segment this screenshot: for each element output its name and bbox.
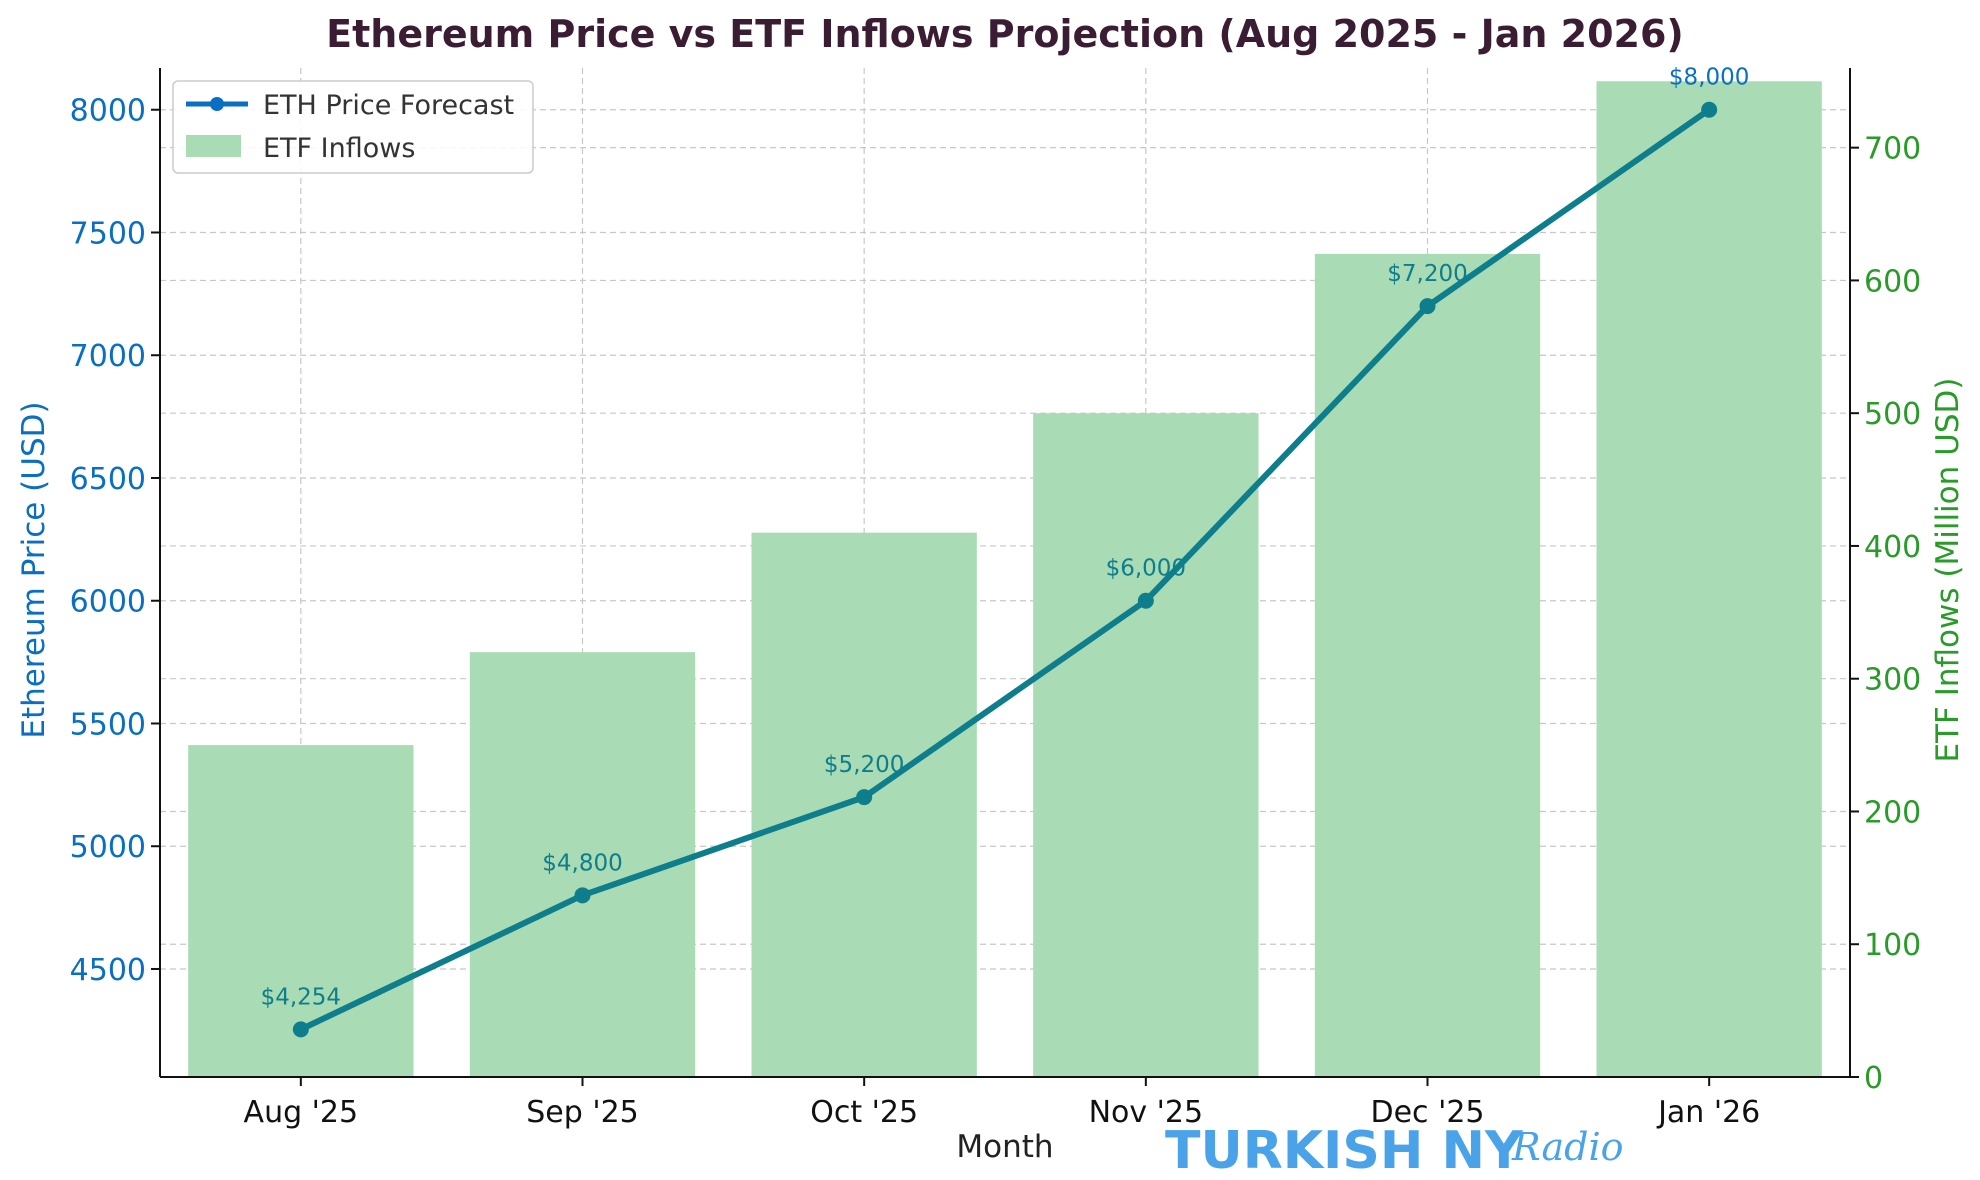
- eth-price-line-segment: [1142, 303, 1431, 604]
- y-axis-label-right: ETF Inflows (Million USD): [1930, 378, 1966, 763]
- y-tick-label-left: 6000: [70, 585, 146, 620]
- x-tick-label: Dec '25: [1370, 1095, 1484, 1130]
- y-tick-label-right: 700: [1864, 132, 1921, 167]
- etf-inflow-bar: [1596, 81, 1822, 1078]
- legend-entry-etf-inflows: ETF Inflows: [263, 133, 415, 164]
- etf-inflow-bar: [1314, 253, 1541, 1078]
- watermark-main-text: TURKISH NY: [1165, 1121, 1524, 1180]
- x-tick-label: Oct '25: [810, 1095, 918, 1130]
- y-tick-label-right: 400: [1864, 530, 1921, 565]
- bars-layer: [188, 81, 1822, 1078]
- line-layer: [292, 101, 1718, 1038]
- eth-price-line-segment: [579, 794, 868, 899]
- x-axis-label: Month: [956, 1129, 1053, 1165]
- eth-price-point: [574, 887, 591, 904]
- eth-price-data-label: $5,200: [824, 752, 904, 778]
- y-tick-label-right: 500: [1864, 397, 1921, 432]
- y-tick-label-right: 300: [1864, 663, 1921, 698]
- x-tick-label: Sep '25: [526, 1095, 639, 1130]
- y-tick-label-left: 5000: [70, 830, 146, 865]
- etf-inflow-bar: [469, 652, 696, 1077]
- y-tick-label-left: 7500: [70, 216, 146, 251]
- etf-inflow-bar: [1033, 413, 1259, 1077]
- labels-layer: $4,254 $4,800 $5,200 $6,000 $7,200 $8,000: [261, 65, 1750, 1011]
- y-tick-label-left: 6500: [70, 462, 146, 497]
- watermark-script-text: Radio: [1511, 1125, 1624, 1169]
- y-tick-label-right: 0: [1864, 1061, 1883, 1096]
- y-tick-label-left: 8000: [70, 94, 146, 129]
- eth-price-point: [1419, 298, 1436, 315]
- eth-price-data-label: $4,800: [542, 850, 622, 876]
- legend-frame: [172, 80, 534, 174]
- eth-price-data-label: $7,200: [1387, 261, 1467, 287]
- eth-price-point: [856, 789, 873, 806]
- legend-line-marker: [210, 97, 224, 111]
- eth-price-line-segment: [297, 892, 586, 1033]
- y-axis-label-left: Ethereum Price (USD): [16, 401, 52, 738]
- y-tick-label-left: 5500: [70, 707, 146, 742]
- eth-price-line-segment: [1424, 106, 1713, 310]
- eth-price-point: [292, 1021, 309, 1038]
- eth-price-point: [1137, 592, 1154, 609]
- x-tick-label: Aug '25: [244, 1095, 359, 1130]
- chart-title: Ethereum Price vs ETF Inflows Projection…: [326, 12, 1684, 56]
- x-tick-label: Jan '26: [1656, 1095, 1760, 1130]
- watermark-logo: TURKISH NY Radio: [1165, 1121, 1624, 1180]
- eth-price-data-label: $4,254: [261, 984, 341, 1010]
- legend: ETH Price Forecast ETF Inflows: [172, 80, 534, 174]
- y-tick-label-right: 600: [1864, 264, 1921, 299]
- axes-layer: 4500 5000 5500 6000 6500 7000 7500 8000 0 100 200 3…: [70, 68, 1921, 1130]
- eth-price-data-label: $8,000: [1669, 65, 1749, 91]
- legend-entry-eth-price: ETH Price Forecast: [263, 90, 514, 121]
- y-tick-label-left: 4500: [70, 953, 146, 988]
- eth-price-data-label: $6,000: [1106, 556, 1186, 582]
- eth-price-point: [1701, 101, 1718, 118]
- y-tick-label-right: 200: [1864, 795, 1921, 830]
- x-tick-label: Nov '25: [1089, 1095, 1204, 1130]
- y-tick-label-right: 100: [1864, 928, 1921, 963]
- y-tick-label-left: 7000: [70, 339, 146, 374]
- legend-bar-swatch: [186, 135, 241, 157]
- eth-price-line-segment: [861, 597, 1149, 801]
